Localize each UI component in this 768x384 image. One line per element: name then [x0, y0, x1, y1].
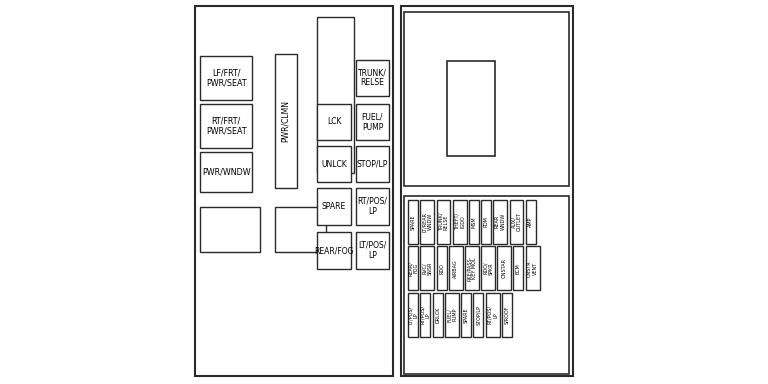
- Bar: [356, 232, 389, 269]
- Bar: [465, 246, 479, 290]
- Bar: [514, 246, 524, 290]
- Bar: [433, 293, 442, 337]
- Text: REAR
WNDW: REAR WNDW: [495, 213, 506, 230]
- Bar: [317, 17, 353, 173]
- Bar: [453, 200, 467, 244]
- Bar: [481, 200, 492, 244]
- Text: LF/FRT/
PWR/SEAT: LF/FRT/ PWR/SEAT: [206, 68, 247, 88]
- Bar: [317, 146, 351, 182]
- Text: RT/POS/
LP: RT/POS/ LP: [357, 197, 388, 216]
- Bar: [195, 6, 392, 376]
- Text: REAR/FOG: REAR/FOG: [314, 246, 354, 255]
- Bar: [356, 146, 389, 182]
- Bar: [436, 246, 447, 290]
- Text: RDO: RDO: [439, 263, 444, 274]
- Bar: [449, 246, 462, 290]
- Bar: [356, 104, 389, 140]
- Text: AMP: AMP: [528, 217, 533, 227]
- Text: SPARE: SPARE: [322, 202, 346, 211]
- Text: RT/FRT/
PWR/SEAT: RT/FRT/ PWR/SEAT: [206, 116, 247, 136]
- Text: CNSTR
VENT: CNSTR VENT: [527, 260, 538, 276]
- Bar: [200, 207, 260, 252]
- Text: FUEL/
PUMP: FUEL/ PUMP: [446, 308, 458, 321]
- Text: STOP/LP: STOP/LP: [476, 305, 481, 325]
- Text: REAR/
FOG: REAR/ FOG: [408, 261, 419, 276]
- Text: LT/POS/
LP: LT/POS/ LP: [359, 241, 386, 260]
- Bar: [481, 246, 495, 290]
- Bar: [445, 293, 459, 337]
- Text: DRLCK: DRLCK: [435, 306, 440, 323]
- Bar: [317, 188, 351, 225]
- Bar: [356, 60, 389, 96]
- Text: THEFT/
IGDO: THEFT/ IGDO: [454, 213, 465, 230]
- Bar: [486, 293, 500, 337]
- Text: LT/REAR
WNDW: LT/REAR WNDW: [422, 212, 433, 232]
- Bar: [409, 293, 418, 337]
- Bar: [526, 200, 536, 244]
- Text: RVC/
SNSR: RVC/ SNSR: [422, 262, 433, 275]
- Bar: [494, 200, 508, 244]
- Text: FUEL/
PUMP: FUEL/ PUMP: [362, 112, 383, 132]
- Bar: [473, 293, 484, 337]
- Bar: [468, 200, 479, 244]
- Text: RDO/
SPKR: RDO/ SPKR: [482, 262, 494, 275]
- Bar: [526, 246, 540, 290]
- Text: SPARE: SPARE: [464, 307, 468, 323]
- Bar: [200, 152, 252, 192]
- Bar: [421, 246, 435, 290]
- Text: RT/POS/
LP: RT/POS/ LP: [487, 305, 498, 324]
- Bar: [275, 54, 296, 188]
- Bar: [200, 104, 252, 148]
- Text: ECM: ECM: [516, 263, 521, 273]
- Bar: [421, 200, 435, 244]
- Bar: [356, 188, 389, 225]
- Text: MSM: MSM: [472, 216, 476, 228]
- Text: SPARE: SPARE: [411, 214, 415, 230]
- Bar: [421, 293, 430, 337]
- Text: TRUNK/
RELSE: TRUNK/ RELSE: [438, 212, 449, 231]
- Text: STOP/LP: STOP/LP: [357, 160, 388, 169]
- Text: PWR/CLMN: PWR/CLMN: [281, 100, 290, 142]
- Bar: [401, 6, 573, 376]
- Bar: [317, 232, 351, 269]
- Text: ONSTAR: ONSTAR: [502, 258, 507, 278]
- Bar: [510, 200, 524, 244]
- Bar: [447, 61, 495, 156]
- Bar: [436, 200, 450, 244]
- Bar: [317, 104, 351, 140]
- Bar: [409, 246, 418, 290]
- Bar: [502, 293, 512, 337]
- Bar: [404, 196, 568, 374]
- Bar: [404, 12, 568, 186]
- Text: LCK: LCK: [327, 118, 341, 126]
- Text: UNLCK: UNLCK: [321, 160, 347, 169]
- Text: PWR/WNDW: PWR/WNDW: [202, 167, 250, 176]
- Bar: [498, 246, 511, 290]
- Text: RT/POS/
LP: RT/POS/ LP: [420, 305, 431, 324]
- Text: RKE/PASS-
KEY MOL: RKE/PASS- KEY MOL: [466, 255, 478, 281]
- Text: AUX/
OUTLET: AUX/ OUTLET: [511, 212, 522, 231]
- Text: TRUNK/
RELSE: TRUNK/ RELSE: [358, 68, 387, 88]
- Bar: [461, 293, 472, 337]
- Bar: [275, 207, 326, 252]
- Text: S/ROOF: S/ROOF: [505, 306, 509, 324]
- Bar: [200, 56, 252, 100]
- Bar: [409, 200, 418, 244]
- Text: PDM: PDM: [484, 216, 488, 227]
- Text: LT/POS/
LP: LT/POS/ LP: [408, 306, 419, 324]
- Text: AIRBAG: AIRBAG: [453, 259, 458, 278]
